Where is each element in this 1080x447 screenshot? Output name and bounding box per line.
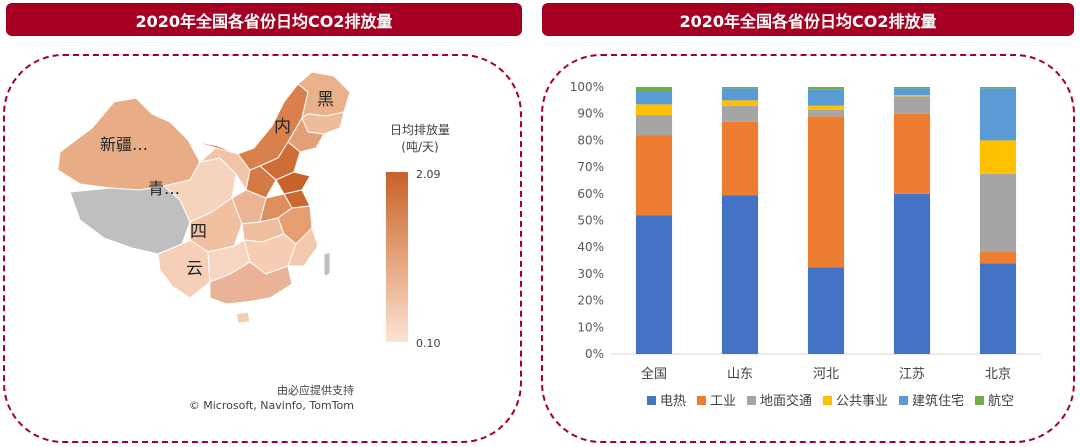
map-credit: 由必应提供支持 © Microsoft, Navinfo, TomTom [130,383,354,413]
region-taiwan [323,251,331,277]
bar-segment [893,96,931,114]
y-tick-label: 20% [577,294,604,308]
region-hainan [235,311,251,324]
map-label-xinjiang: 新疆… [100,135,148,154]
legend-label: 建筑住宅 [912,393,964,409]
x-tick-label: 山东 [727,367,753,382]
left-title-banner: 2020年全国各省份日均CO2排放量 [6,3,522,36]
chart-frame [541,54,1075,443]
bar-segment [893,88,931,96]
legend-swatch [975,396,984,405]
bar-segment [893,95,931,97]
bar-segment [979,173,1017,252]
bar-segment [807,87,845,90]
stacked-bar-chart: 0% 10% 20% 30% 40% 50% 60% 70% 80% 90% 100% 全国 山东 河北 江… [570,80,1041,409]
china-choropleth-map: 黑 内 新疆… 青… 四 云 [57,71,351,324]
map-label-heilongjiang: 黑 [317,90,334,110]
bar-segment [721,88,759,101]
y-tick-label: 30% [577,267,604,281]
region-qinghai [162,157,237,223]
bar-segment [979,263,1017,354]
bar-segment [807,116,845,268]
bar-segment [721,87,759,89]
legend-swatch [647,396,656,405]
bar-segment [979,251,1017,264]
y-tick-label: 50% [577,214,604,228]
bar-segment [635,115,673,136]
region-guangxi-guangdong [209,261,293,305]
legend-label: 公共事业 [836,394,888,409]
bar-segment [635,135,673,216]
y-tick-label: 0% [585,347,604,361]
map-credit-line2: © Microsoft, Navinfo, TomTom [188,399,354,412]
bar-segment [635,87,673,92]
bar-segment [979,140,1017,174]
bar-segment [807,109,845,117]
bar-segment [721,105,759,122]
x-tick-label: 全国 [641,366,667,382]
bar-segment [721,195,759,354]
legend-swatch [747,396,756,405]
bar-segment [893,87,931,89]
bar-segment [893,113,931,194]
legend-label: 地面交通 [760,393,812,409]
legend-swatch [823,396,832,405]
map-credit-line1: 由必应提供支持 [277,384,354,397]
left-title: 2020年全国各省份日均CO2排放量 [135,11,393,31]
x-tick-label: 北京 [985,367,1011,382]
x-tick-label: 江苏 [899,366,925,382]
bar-segment [807,105,845,110]
bar-segment [721,100,759,106]
legend-label: 电热 [660,394,686,409]
y-tick-label: 40% [577,240,604,254]
map-frame [3,54,522,443]
x-tick-label: 河北 [813,367,839,382]
legend-label: 航空 [988,393,1014,409]
y-tick-label: 80% [577,133,604,147]
right-title-banner: 2020年全国各省份日均CO2排放量 [542,3,1074,36]
region-fujian [287,227,319,267]
map-legend-min: 0.10 [416,337,441,350]
bar-segment [635,104,673,116]
map-legend-max: 2.09 [416,168,441,181]
map-legend-title: 日均排放量 (吨/天) [372,122,468,156]
map-label-yunnan: 云 [186,259,203,279]
y-tick-label: 70% [577,160,604,174]
bar-segment [635,215,673,354]
region-shandong [275,171,311,195]
bar-segment [721,121,759,196]
map-label-sichuan: 四 [190,222,207,242]
region-tibet [69,185,191,255]
y-tick-label: 90% [577,107,604,121]
map-label-qinghai: 青… [148,179,180,198]
bar-segment [979,88,1017,141]
y-tick-label: 10% [577,320,604,334]
legend-swatch [697,396,706,405]
right-title: 2020年全国各省份日均CO2排放量 [679,11,937,31]
bar-segment [635,91,673,105]
map-legend-title-line1: 日均排放量 [389,123,450,137]
map-legend-gradient [386,172,408,342]
legend-label: 工业 [710,394,736,409]
y-tick-label: 100% [570,80,604,94]
legend-swatch [899,396,908,405]
map-label-inner-mongolia: 内 [274,117,291,137]
bar-segment [807,267,845,354]
y-tick-label: 60% [577,187,604,201]
bar-segment [807,89,845,106]
region-jilin [301,111,345,135]
bar-segment [979,87,1017,89]
bar-segment [893,193,931,354]
map-legend-title-line2: (吨/天) [401,140,439,154]
